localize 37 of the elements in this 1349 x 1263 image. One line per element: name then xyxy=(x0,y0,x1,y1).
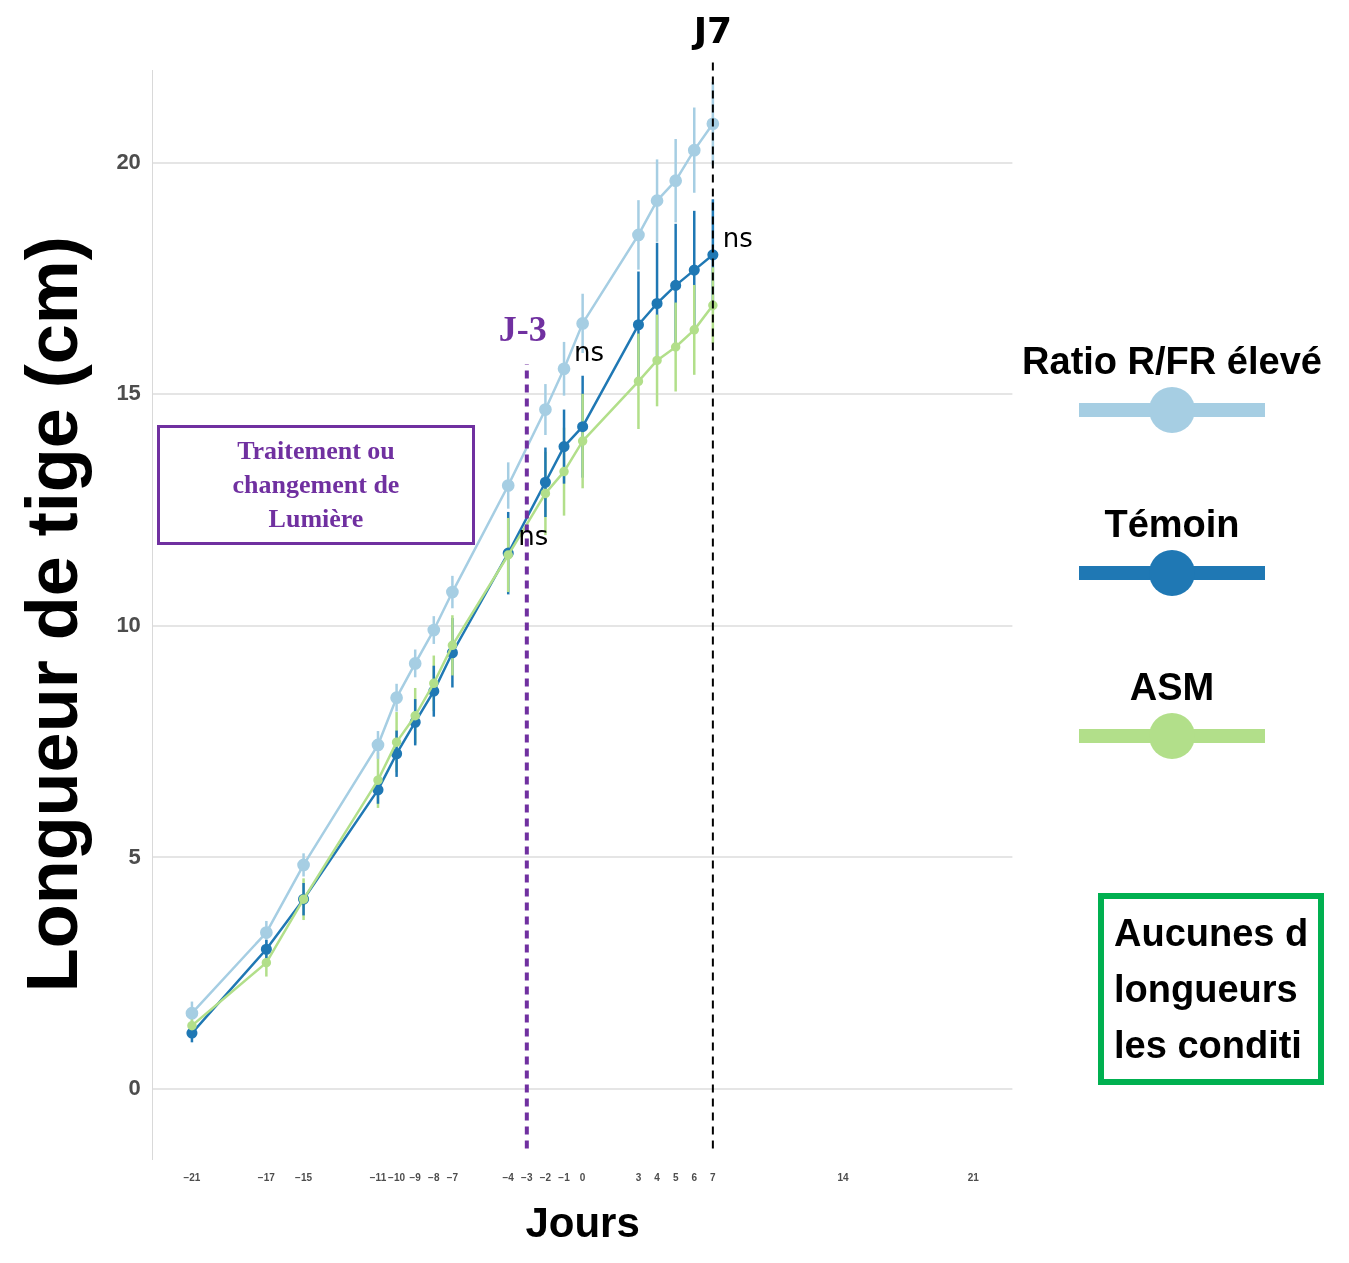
note-box: Aucunes d longueurs les conditi xyxy=(1098,893,1325,1085)
x-tick-label: 5 xyxy=(672,1172,679,1184)
x-tick-label: 0 xyxy=(579,1172,586,1184)
x-tick-label: −3 xyxy=(521,1172,533,1184)
x-tick-label: −1 xyxy=(558,1172,571,1184)
x-tick-label: 7 xyxy=(710,1172,717,1184)
x-tick-label: −9 xyxy=(409,1172,422,1184)
text: ASM xyxy=(1129,666,1215,709)
x-tick-label: −2 xyxy=(539,1172,552,1184)
y-tick-label: 10 xyxy=(116,611,141,637)
x-tick-label: −21 xyxy=(183,1172,201,1184)
y-tick-label: 0 xyxy=(128,1075,141,1101)
x-tick-label: 14 xyxy=(837,1172,850,1184)
ref-line-label: J7 xyxy=(690,10,733,52)
text: Ratio R/FR élevé xyxy=(1022,340,1322,383)
y-axis-title: Longueur de tige (cm) xyxy=(12,236,93,993)
annotation: ns xyxy=(722,222,753,253)
text: Témoin xyxy=(1104,503,1240,546)
annotation: ns xyxy=(518,520,549,551)
x-tick-label: −7 xyxy=(446,1172,459,1184)
x-axis-title: Jours xyxy=(525,1199,640,1247)
x-tick-label: 4 xyxy=(654,1172,661,1184)
x-tick-label: −10 xyxy=(388,1172,406,1184)
x-tick-label: −11 xyxy=(369,1172,387,1184)
x-tick-label: 6 xyxy=(691,1172,698,1184)
x-tick-label: 21 xyxy=(967,1172,980,1184)
y-tick-label: 20 xyxy=(116,148,141,174)
ref-line-label: J-3 xyxy=(498,309,547,350)
y-tick-label: 5 xyxy=(128,843,141,869)
annotation: ns xyxy=(574,336,605,367)
note-box: Traitement ou changement de Lumière xyxy=(157,425,475,545)
y-tick-label: 15 xyxy=(116,380,141,406)
x-tick-label: −17 xyxy=(257,1172,276,1184)
x-tick-label: −15 xyxy=(295,1172,313,1184)
x-tick-label: −8 xyxy=(428,1172,440,1184)
x-tick-label: 3 xyxy=(635,1172,642,1184)
x-tick-label: −4 xyxy=(502,1172,515,1184)
